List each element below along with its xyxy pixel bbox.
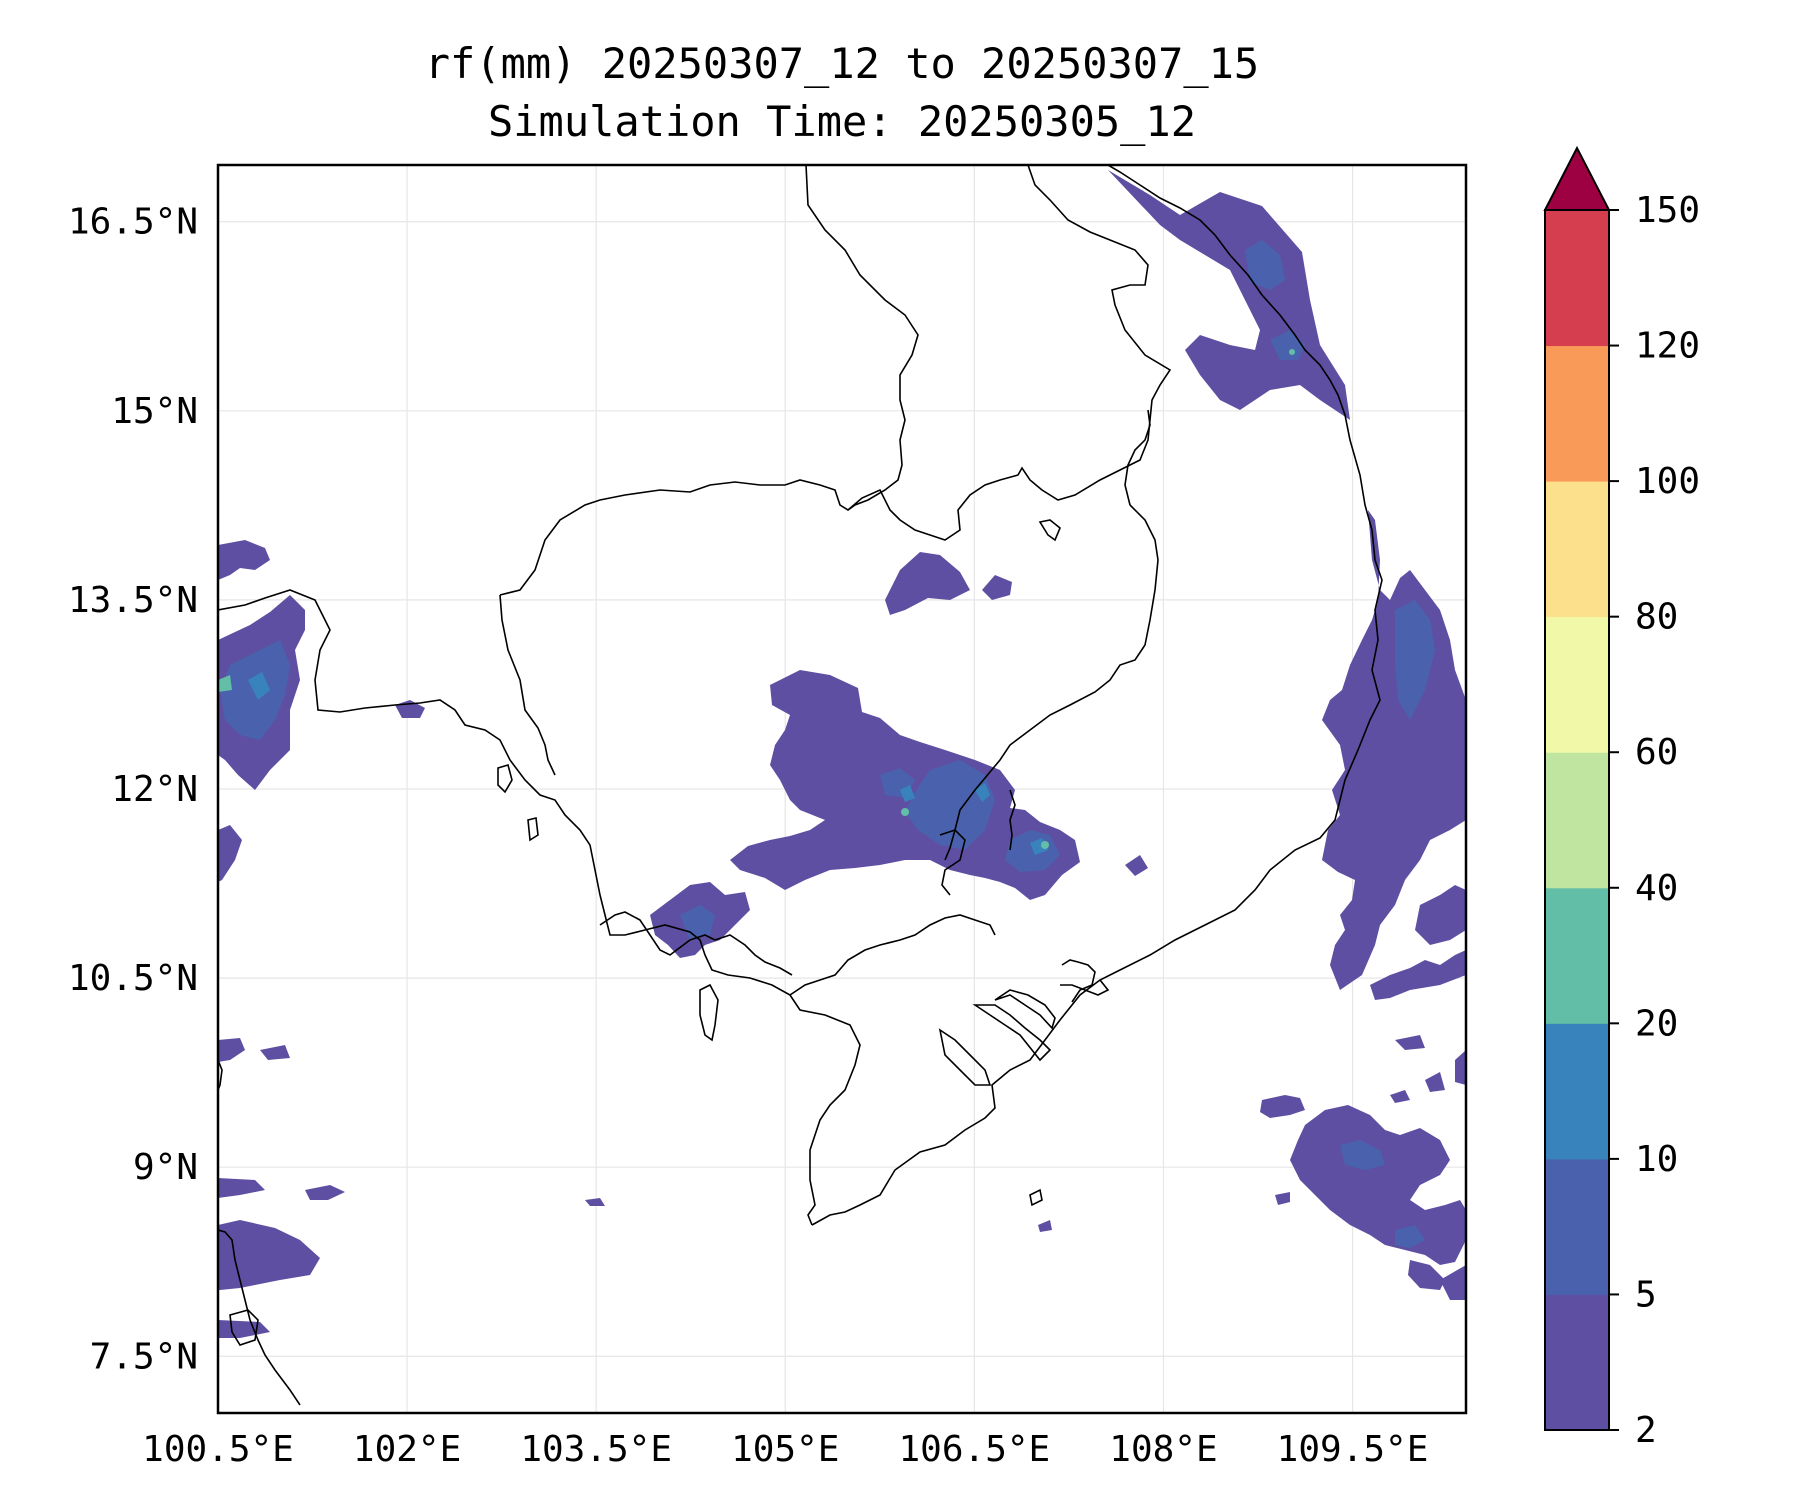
colorbar-segment [1545, 616, 1609, 753]
colorbar-tick-label: 40 [1635, 868, 1678, 909]
rainfall-10-20mm-areas [248, 672, 1048, 855]
x-tick-label: 100.5°E [142, 1429, 294, 1470]
colorbar-tick-label: 20 [1635, 1003, 1678, 1044]
colorbar-tick-label: 60 [1635, 732, 1678, 773]
colorbar-segment [1545, 345, 1609, 482]
colorbar-extend-arrow [1543, 145, 1611, 211]
y-axis-ticks: 16.5°N 15°N 13.5°N 12°N 10.5°N 9°N 7.5°N [68, 202, 198, 1378]
colorbar-segment [1545, 1158, 1609, 1295]
colorbar-segment [1545, 1023, 1609, 1160]
colorbar-segment [1545, 210, 1609, 347]
colorbar-tick-label: 2 [1635, 1410, 1657, 1451]
colorbar-tick-label: 5 [1635, 1274, 1657, 1315]
colorbar-segment [1545, 1294, 1609, 1431]
y-tick-label: 13.5°N [68, 580, 198, 621]
y-tick-label: 12°N [111, 769, 198, 810]
x-tick-label: 103.5°E [520, 1429, 672, 1470]
colorbar-segment [1545, 752, 1609, 889]
colorbar-tick-label: 80 [1635, 597, 1678, 638]
y-tick-label: 10.5°N [68, 958, 198, 999]
rainfall-20-40mm-areas [218, 349, 1295, 849]
x-tick-label: 105°E [731, 1429, 839, 1470]
colorbar: 2 5 10 20 40 60 80 100 120 150 [1543, 145, 1700, 1451]
colorbar-tick-label: 100 [1635, 461, 1700, 502]
y-tick-label: 16.5°N [68, 202, 198, 243]
colorbar-tick-label: 10 [1635, 1139, 1678, 1180]
colorbar-tick-label: 120 [1635, 326, 1700, 367]
map-title: rf(mm) 20250307_12 to 20250307_15 [424, 39, 1260, 88]
y-tick-label: 15°N [111, 391, 198, 432]
map-subtitle: Simulation Time: 20250305_12 [487, 97, 1196, 146]
plot-frame [216, 163, 1468, 1415]
colorbar-tick-label: 150 [1635, 190, 1700, 231]
x-axis-ticks: 100.5°E 102°E 103.5°E 105°E 106.5°E 108°E 109.… [142, 1429, 1428, 1470]
y-tick-label: 9°N [133, 1147, 198, 1188]
x-tick-label: 109.5°E [1277, 1429, 1429, 1470]
coastlines-and-borders [218, 165, 1383, 1406]
colorbar-segment [1545, 481, 1609, 618]
y-tick-label: 7.5°N [90, 1336, 198, 1377]
x-tick-label: 108°E [1109, 1429, 1217, 1470]
colorbar-segment [1545, 887, 1609, 1024]
colorbar-frame [1544, 209, 1610, 1431]
x-tick-label: 106.5°E [899, 1429, 1051, 1470]
x-tick-label: 102°E [353, 1429, 461, 1470]
rainfall-layer [218, 165, 1466, 1406]
